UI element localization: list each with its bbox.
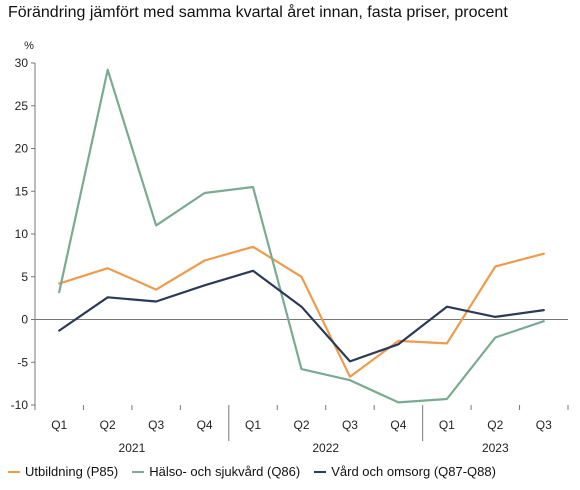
- x-year-label: 2022: [312, 441, 339, 455]
- legend-swatch: [314, 470, 327, 473]
- x-tick-label: Q1: [245, 418, 261, 432]
- chart-axis-labels: -10 -5 0 5 10 15 20 25 30% Q1 Q2 Q3 Q4 Q1 Q2 Q3 Q4 Q1 Q2 Q3…: [11, 40, 552, 455]
- y-tick-label: 5: [21, 270, 28, 284]
- x-tick-label: Q4: [197, 418, 213, 432]
- legend-swatch: [8, 470, 20, 473]
- y-tick-label: 30: [15, 56, 29, 70]
- legend-swatch: [132, 470, 145, 473]
- y-tick-label: -10: [11, 398, 29, 412]
- x-tick-label: Q2: [100, 418, 116, 432]
- legend-item-2: Vård och omsorg (Q87-Q88): [314, 464, 496, 479]
- y-tick-label: -5: [17, 355, 28, 369]
- y-unit-label: %: [24, 40, 34, 52]
- chart-title: Förändring jämfört med samma kvartal åre…: [8, 4, 508, 21]
- legend-item-0: Utbildning (P85): [8, 464, 118, 479]
- x-tick-label: Q2: [487, 418, 503, 432]
- legend-label: Vård och omsorg (Q87-Q88): [331, 464, 496, 479]
- series-line-2: [58, 269, 545, 363]
- x-tick-label: Q3: [536, 418, 552, 432]
- x-year-label: 2023: [482, 441, 509, 455]
- line-chart: -10 -5 0 5 10 15 20 25 30% Q1 Q2 Q3 Q4 Q1 Q2 Q3 Q4 Q1 Q2 Q3…: [11, 40, 569, 455]
- y-tick-label: 0: [21, 313, 28, 327]
- x-tick-label: Q2: [293, 418, 309, 432]
- y-tick-label: 10: [15, 227, 29, 241]
- legend-item-1: Hälso- och sjukvård (Q86): [132, 464, 300, 479]
- chart-series-lines: [58, 68, 545, 404]
- legend-label: Hälso- och sjukvård (Q86): [149, 464, 301, 479]
- chart-legend: Utbildning (P85) Hälso- och sjukvård (Q86…: [8, 464, 496, 479]
- x-tick-label: Q1: [439, 418, 455, 432]
- series-line-1: [58, 68, 545, 404]
- x-tick-label: Q1: [51, 418, 67, 432]
- legend-label: Utbildning (P85): [25, 464, 119, 479]
- x-tick-label: Q4: [390, 418, 406, 432]
- x-year-label: 2021: [119, 441, 146, 455]
- chart-axes: [31, 62, 569, 441]
- y-tick-label: 15: [15, 184, 29, 198]
- series-line-0: [58, 245, 545, 378]
- x-tick-label: Q3: [342, 418, 358, 432]
- y-tick-label: 25: [15, 99, 29, 113]
- x-tick-label: Q3: [148, 418, 164, 432]
- y-tick-label: 20: [15, 142, 29, 156]
